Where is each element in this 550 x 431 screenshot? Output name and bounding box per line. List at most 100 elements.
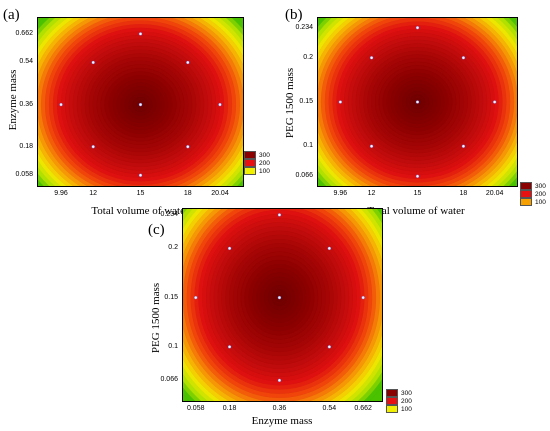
- panel-b-design-point: [461, 144, 466, 148]
- panel-c-y-tick-label: 0.234: [160, 210, 178, 218]
- panel-b-legend: 300 200 100: [520, 182, 546, 206]
- panel-b-legend-label: 200: [535, 190, 546, 198]
- panel-b-label: (b): [285, 7, 303, 23]
- panel-c-design-point: [327, 345, 332, 349]
- panel-c-legend-label: 300: [401, 389, 412, 397]
- panel-b-y-tick-label: 0.066: [295, 172, 313, 180]
- panel-a-y-tick-label: 0.058: [15, 171, 33, 179]
- panel-a-y-tick-label: 0.662: [15, 29, 33, 37]
- panel-c-x-tick-label: 0.18: [222, 405, 237, 412]
- panel-a-design-point: [91, 144, 95, 149]
- panel-a-legend-item: 300: [244, 151, 270, 159]
- panel-a-x-tick-label: 9.96: [54, 190, 68, 197]
- panel-c-x-tick-label: 0.36: [272, 405, 287, 412]
- panel-b-y-tick-label: 0.2: [303, 53, 313, 61]
- panel-b-x-tick-label: 18: [459, 190, 468, 197]
- panel-a-legend-label: 200: [259, 159, 270, 167]
- panel-b-x-tick-label: 20.04: [485, 190, 504, 197]
- panel-a-legend-swatch: [244, 167, 256, 175]
- panel-c-legend-swatch: [386, 405, 398, 413]
- panel-a-label: (a): [3, 7, 20, 23]
- panel-c-y-tick-label: 0.15: [164, 293, 178, 301]
- panel-c-legend-swatch: [386, 397, 398, 405]
- panel-a-design-point: [91, 60, 95, 65]
- panel-b-legend-swatch: [520, 198, 532, 206]
- panel-b-legend-item: 300: [520, 182, 546, 190]
- panel-c-design-point: [277, 213, 282, 217]
- panel-c-surface: [183, 209, 382, 401]
- panel-a-design-point: [186, 60, 190, 65]
- panel-b-legend-item: 100: [520, 198, 546, 206]
- panel-c-x-axis-label: Enzyme mass: [251, 415, 313, 427]
- panel-a-design-point: [138, 173, 143, 177]
- panel-b-legend-label: 300: [535, 182, 546, 190]
- panel-a-legend-swatch: [244, 151, 256, 159]
- panel-c-x-tick-label: 0.058: [186, 405, 205, 412]
- panel-c-legend-item: 100: [386, 405, 412, 413]
- panel-b-design-point: [415, 174, 420, 178]
- panel-c-legend-swatch: [386, 389, 398, 397]
- panel-c-y-axis-label: PEG 1500 mass: [150, 282, 162, 354]
- panel-c-design-point: [277, 378, 282, 383]
- panel-c-design-point: [361, 295, 365, 300]
- panel-b-design-point: [415, 100, 420, 104]
- panel-b-design-point: [369, 56, 374, 60]
- panel-a-legend: 300 200 100: [244, 151, 270, 175]
- panel-b-legend-swatch: [520, 182, 532, 190]
- panel-b-x-axis-label: Total volume of water: [367, 205, 465, 217]
- panel-b-design-point: [461, 56, 466, 60]
- panel-b-y-axis-label: PEG 1500 mass: [284, 67, 296, 139]
- panel-a-legend-swatch: [244, 159, 256, 167]
- panel-c-legend-item: 200: [386, 397, 412, 405]
- panel-a-plot-area: [37, 17, 244, 187]
- panel-c-design-point: [194, 295, 198, 300]
- panel-a-design-point: [138, 102, 143, 107]
- panel-a-design-point: [186, 144, 190, 149]
- panel-c-legend: 300 200 100: [386, 389, 412, 413]
- panel-a-legend-item: 100: [244, 167, 270, 175]
- panel-c-design-point: [277, 295, 282, 300]
- panel-a-x-tick-label: 18: [183, 190, 192, 197]
- panel-b-legend-swatch: [520, 190, 532, 198]
- panel-b-design-point: [492, 100, 497, 104]
- panel-c-legend-label: 200: [401, 397, 412, 405]
- panel-b-x-tick-label: 9.96: [333, 190, 348, 197]
- panel-b-legend-label: 100: [535, 198, 546, 206]
- panel-a-legend-item: 200: [244, 159, 270, 167]
- panel-c-legend-label: 100: [401, 405, 412, 413]
- panel-a-design-point: [218, 102, 222, 107]
- panel-c-label: (c): [148, 222, 165, 238]
- panel-b-plot-area: [317, 17, 518, 187]
- panel-c-x-tick-label: 0.54: [322, 405, 337, 412]
- panel-c-design-point: [227, 345, 232, 349]
- panel-c-y-tick-label: 0.2: [168, 244, 178, 252]
- panel-c-y-tick-label: 0.066: [160, 376, 178, 384]
- panel-a-design-point: [59, 102, 63, 107]
- panel-a-legend-label: 300: [259, 151, 270, 159]
- panel-a-y-tick-label: 0.36: [19, 100, 33, 108]
- panel-a-x-axis-label: Total volume of water: [91, 205, 189, 217]
- panel-a-design-point: [138, 32, 143, 36]
- panel-a-y-tick-label: 0.54: [19, 58, 33, 66]
- panel-b-y-tick-label: 0.234: [295, 23, 313, 31]
- panel-c-y-tick-label: 0.1: [168, 342, 178, 350]
- panel-a-x-tick-label: 15: [136, 190, 145, 197]
- panel-b-legend-item: 200: [520, 190, 546, 198]
- panel-b-design-point: [369, 144, 374, 148]
- panel-a-y-axis-label: Enzyme mass: [7, 69, 19, 131]
- panel-a-x-tick-label: 12: [89, 190, 98, 197]
- panel-b-design-point: [338, 100, 343, 104]
- panel-c-plot-area: [182, 208, 383, 402]
- panel-c-x-tick-label: 0.662: [354, 405, 372, 412]
- panel-b-x-tick-label: 12: [367, 190, 376, 197]
- panel-c-legend-item: 300: [386, 389, 412, 397]
- panel-c-design-point: [227, 246, 232, 251]
- panel-b-x-tick-label: 15: [413, 190, 422, 197]
- panel-a-y-tick-label: 0.18: [19, 142, 33, 150]
- panel-a-x-tick-label: 20.04: [211, 190, 229, 197]
- panel-a-legend-label: 100: [259, 167, 270, 175]
- panel-a-surface: [38, 18, 243, 186]
- panel-b-design-point: [415, 26, 420, 30]
- panel-c-design-point: [327, 246, 332, 251]
- panel-b-y-tick-label: 0.15: [299, 98, 313, 105]
